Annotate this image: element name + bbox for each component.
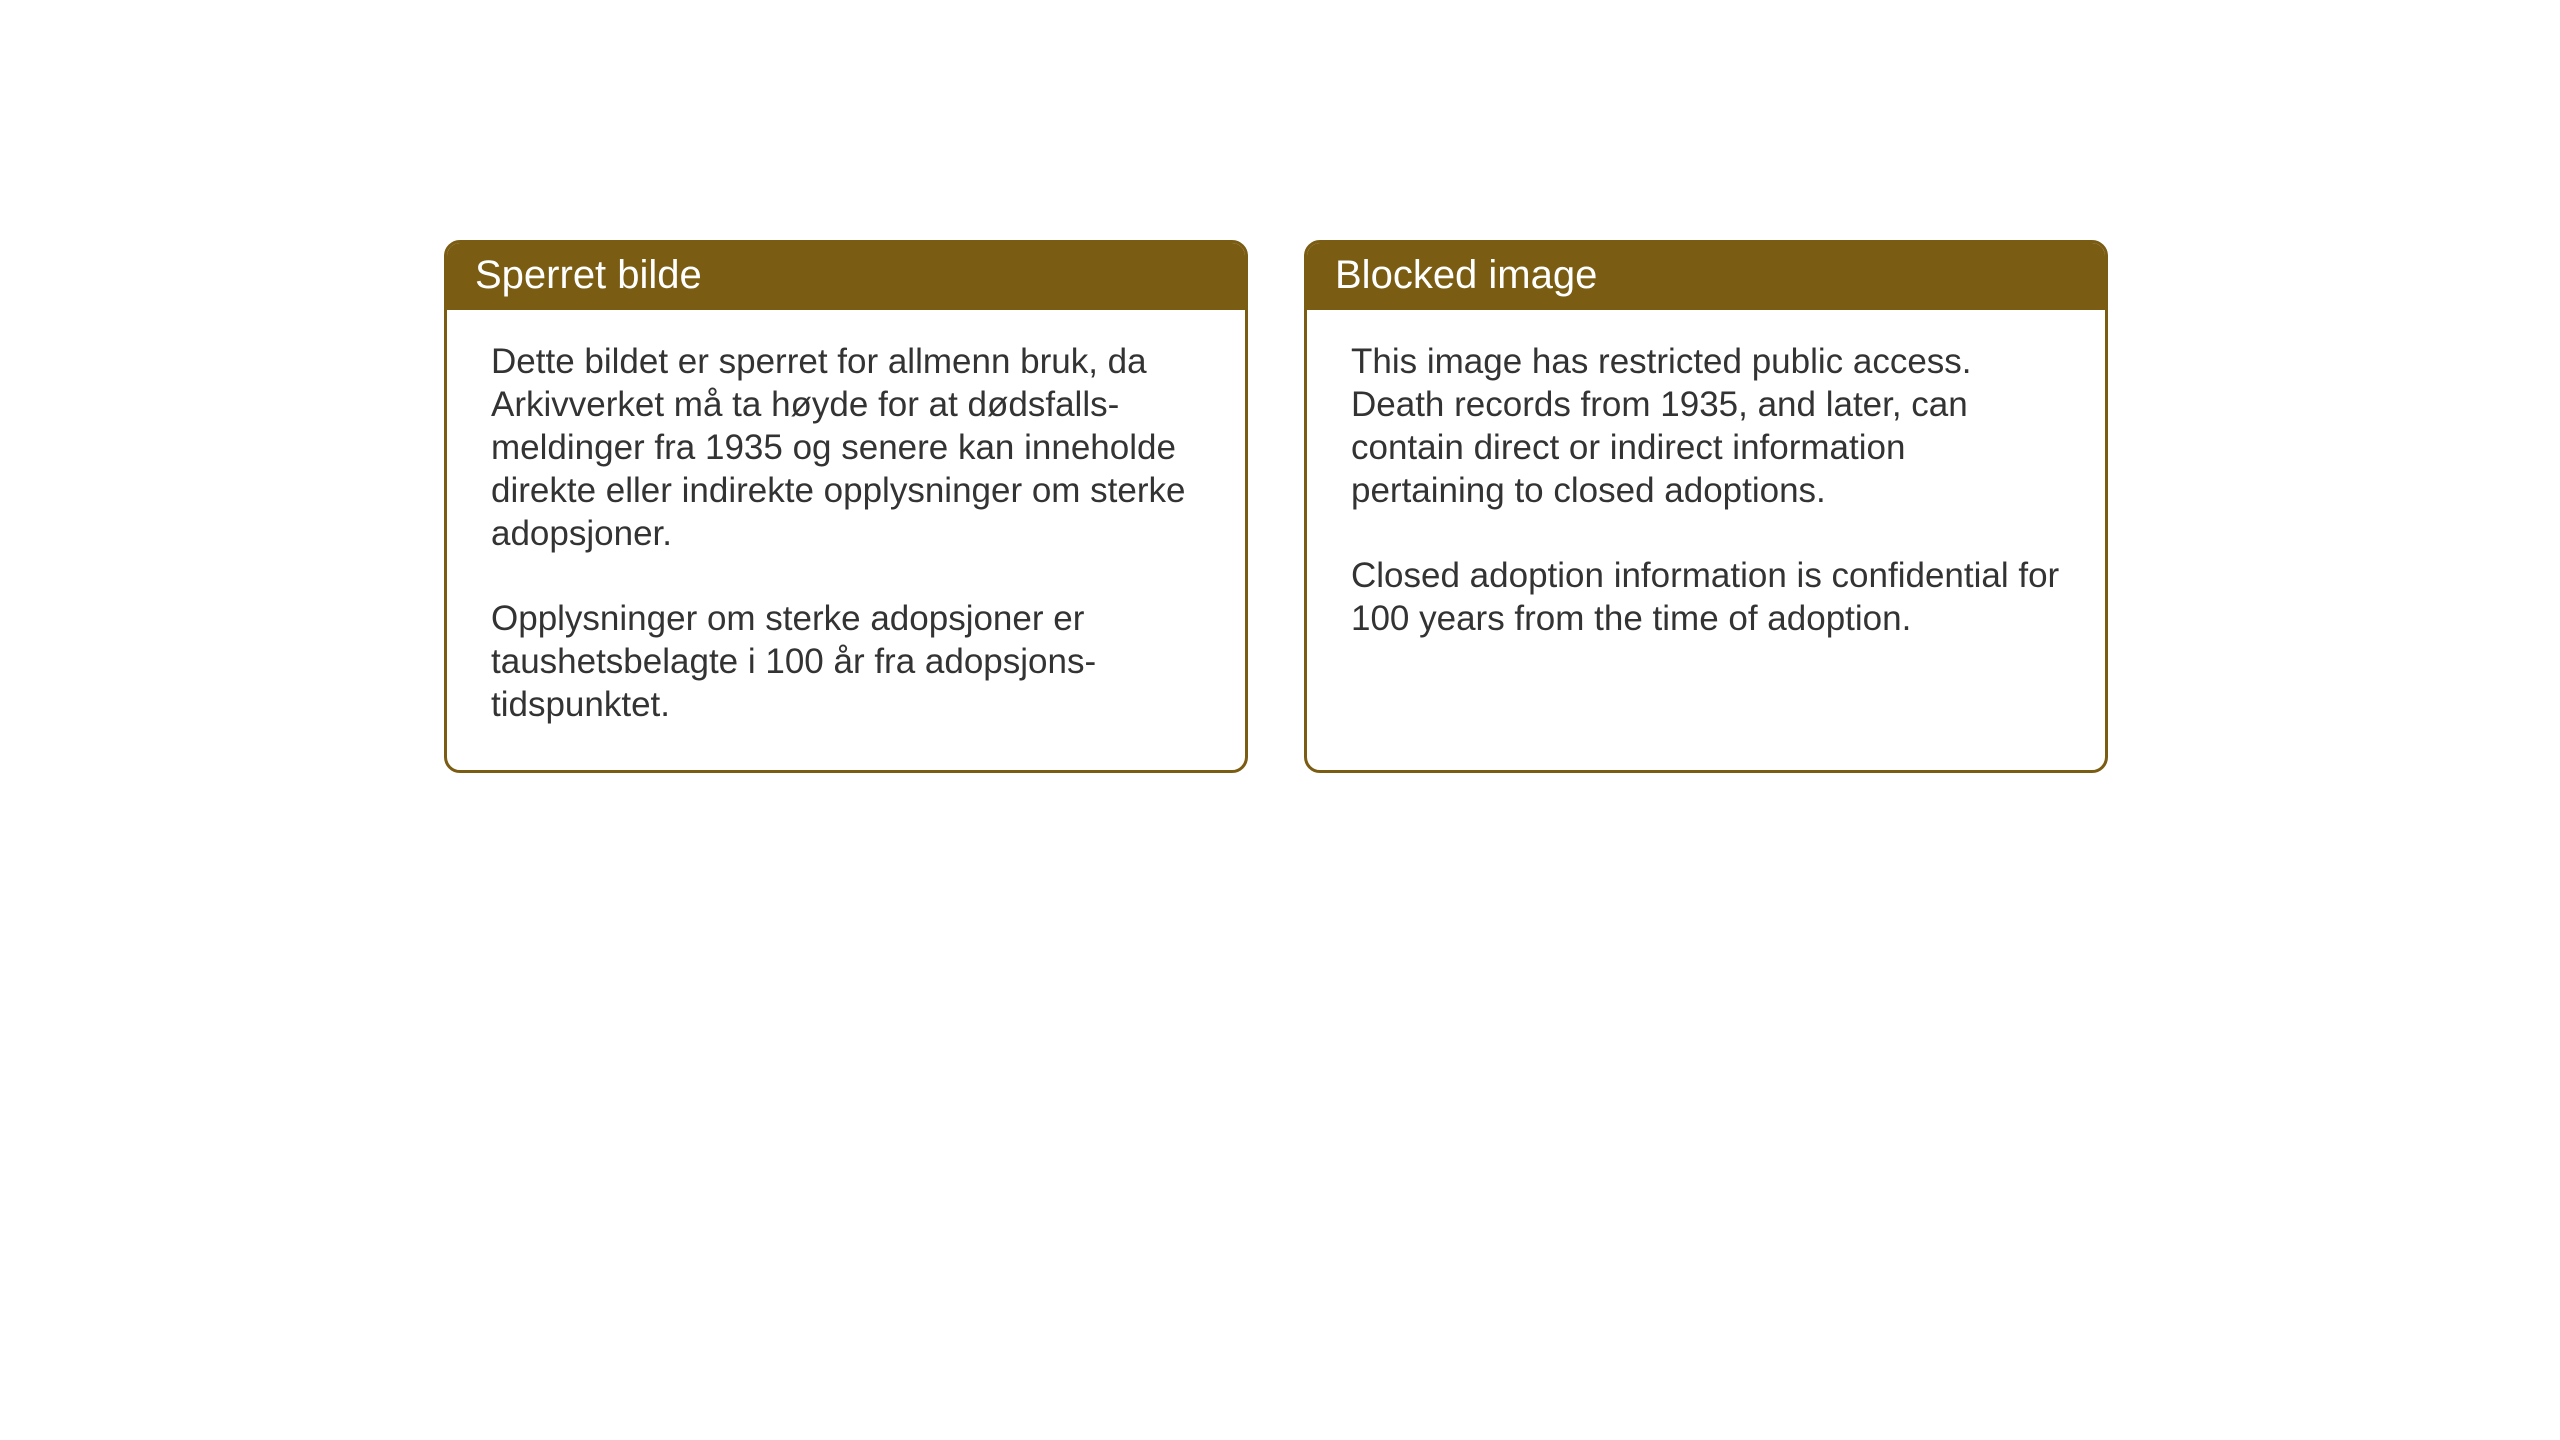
english-notice-body: This image has restricted public access.… — [1307, 310, 2105, 684]
english-paragraph-1: This image has restricted public access.… — [1351, 340, 2061, 512]
norwegian-notice-body: Dette bildet er sperret for allmenn bruk… — [447, 310, 1245, 770]
norwegian-notice-box: Sperret bilde Dette bildet er sperret fo… — [444, 240, 1248, 773]
norwegian-notice-title: Sperret bilde — [447, 243, 1245, 310]
english-paragraph-2: Closed adoption information is confident… — [1351, 554, 2061, 640]
notice-container: Sperret bilde Dette bildet er sperret fo… — [444, 240, 2108, 773]
norwegian-paragraph-2: Opplysninger om sterke adopsjoner er tau… — [491, 597, 1201, 726]
norwegian-paragraph-1: Dette bildet er sperret for allmenn bruk… — [491, 340, 1201, 555]
english-notice-box: Blocked image This image has restricted … — [1304, 240, 2108, 773]
english-notice-title: Blocked image — [1307, 243, 2105, 310]
